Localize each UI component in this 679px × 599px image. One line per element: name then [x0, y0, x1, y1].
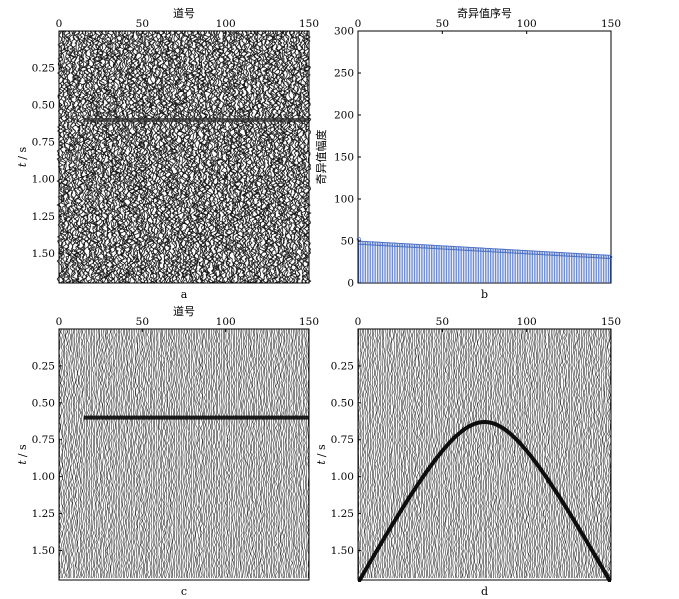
y-axis-title-unit: / s [16, 147, 29, 160]
y-tick-label: 1.00 [331, 471, 354, 483]
panel-frame [357, 328, 612, 581]
y-tick-label: 1.50 [331, 545, 354, 557]
y-tick-label: 0.50 [331, 397, 354, 409]
x-tick-label: 0 [355, 18, 362, 30]
y-tick-label: 300 [334, 26, 354, 38]
x-tick-label: 100 [517, 316, 537, 328]
singular-value-marker [608, 254, 613, 260]
x-tick-label: 100 [216, 18, 236, 30]
panel-frame [58, 30, 310, 284]
panel-letter: c [181, 585, 187, 598]
x-tick-label: 50 [436, 316, 449, 328]
x-tick-label: 150 [299, 316, 319, 328]
y-axis-title-unit: / s [16, 444, 29, 457]
flat-event [84, 117, 309, 122]
x-tick-label: 150 [299, 18, 319, 30]
noise-traces [58, 328, 310, 579]
panel-letter: d [481, 585, 488, 598]
x-tick-label: 0 [56, 316, 63, 328]
y-tick-label: 1.25 [331, 508, 354, 520]
x-axis-title: 道号 [173, 6, 195, 20]
singular-value-marker [606, 254, 611, 260]
hyperbolic-event [357, 420, 612, 582]
y-tick-label: 100 [334, 194, 354, 206]
seismic-panel-d: 0 50 100 150 0.25 0.50 0.75 1.00 1.25 1.50 t / s d [315, 316, 621, 598]
y-tick-label: 50 [341, 236, 354, 248]
y-tick-label: 150 [334, 152, 354, 164]
y-tick-label: 0.50 [32, 397, 55, 409]
flat-event [84, 415, 309, 420]
panel-frame [58, 328, 310, 581]
panel-frame [357, 30, 612, 284]
y-tick-label: 0.25 [331, 360, 354, 372]
y-tick-label: 0.75 [331, 434, 354, 446]
y-tick-label: 0.25 [32, 63, 55, 75]
x-tick-label: 150 [601, 18, 621, 30]
y-axis-title: t / s [16, 147, 29, 168]
x-tick-label: 100 [517, 18, 537, 30]
x-tick-label: 50 [136, 316, 149, 328]
x-axis-title: 道号 [173, 304, 195, 318]
noise-traces [56, 30, 312, 284]
y-tick-label: 0.75 [32, 137, 55, 149]
y-tick-label: 1.25 [32, 211, 55, 223]
x-axis-title: 奇异值序号 [457, 6, 512, 20]
x-tick-label: 50 [136, 18, 149, 30]
y-tick-label: 0 [347, 278, 354, 290]
x-tick-label: 0 [355, 316, 362, 328]
y-tick-label: 0.25 [32, 360, 55, 372]
y-axis-title-symbol: t [315, 460, 328, 465]
seismic-panel-a: 0 50 100 150 0.25 0.50 0.75 1.00 1.25 1.50 道号 t / s a [16, 6, 319, 301]
x-tick-label: 150 [601, 316, 621, 328]
y-axis-title-unit: / s [315, 444, 328, 457]
x-tick-label: 0 [56, 18, 63, 30]
y-tick-label: 1.00 [32, 471, 55, 483]
y-tick-label: 1.00 [32, 174, 55, 186]
seismic-panel-c: 0 50 100 150 0.25 0.50 0.75 1.00 1.25 1.50 道号 t / s c [16, 304, 319, 598]
y-tick-label: 0.75 [32, 434, 55, 446]
x-tick-label: 100 [216, 316, 236, 328]
x-tick-label: 50 [436, 18, 449, 30]
y-tick-label: 1.50 [32, 248, 55, 260]
y-axis-title: t / s [315, 444, 328, 465]
y-tick-label: 250 [334, 68, 354, 80]
y-tick-label: 1.25 [32, 508, 55, 520]
y-tick-label: 0.50 [32, 100, 55, 112]
y-tick-label: 200 [334, 110, 354, 122]
panel-letter: b [481, 288, 488, 301]
y-axis-title-symbol: t [16, 162, 29, 167]
y-tick-label: 1.50 [32, 545, 55, 557]
y-axis-title: 奇异值幅度 [314, 130, 328, 185]
panel-letter: a [181, 288, 188, 301]
y-axis-title: t / s [16, 444, 29, 465]
y-axis-title-symbol: t [16, 460, 29, 465]
